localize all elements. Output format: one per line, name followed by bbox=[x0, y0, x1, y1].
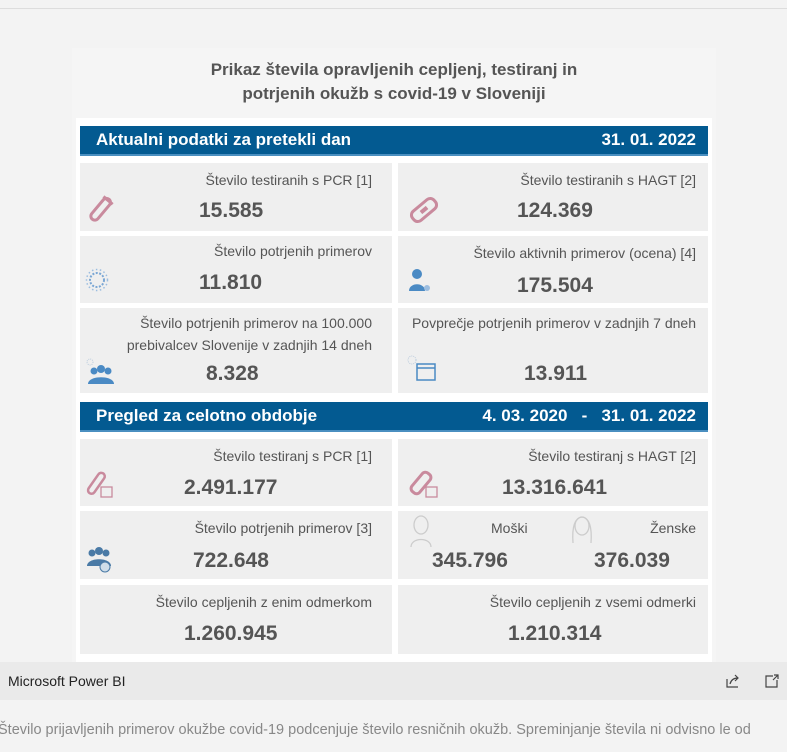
female-value: 376.039 bbox=[594, 549, 670, 572]
top-divider bbox=[0, 8, 787, 9]
male-label: Moški bbox=[491, 520, 528, 536]
male-value: 345.796 bbox=[432, 549, 508, 572]
male-icon bbox=[410, 515, 432, 547]
card-label: Število testiranj s HAGT [2] bbox=[528, 448, 696, 464]
card-pcr-daily: Število testiranih s PCR [1] 15.585 bbox=[80, 163, 392, 231]
calendar-icon bbox=[407, 355, 436, 381]
powerbi-footer-bar: Microsoft Power BI bbox=[0, 662, 787, 700]
card-value: 175.504 bbox=[517, 274, 593, 297]
share-icon[interactable] bbox=[725, 673, 741, 689]
card-value: 13.316.641 bbox=[502, 476, 608, 499]
card-vacc-one-dose: Število cepljenih z enim odmerkom 1.260.… bbox=[80, 585, 392, 654]
card-value: 124.369 bbox=[517, 199, 593, 222]
date-separator: - bbox=[581, 406, 588, 425]
date-to: 31. 01. 2022 bbox=[601, 406, 696, 425]
total-header-dates: 4. 03. 2020 - 31. 01. 2022 bbox=[482, 406, 696, 426]
card-value: 11.810 bbox=[199, 271, 263, 294]
note-text: Število prijavljenih primerov okužbe cov… bbox=[0, 722, 751, 738]
card-pcr-total: Število testiranj s PCR [1] 2.491.177 bbox=[80, 439, 392, 506]
card-label: Število cepljenih z enim odmerkom bbox=[155, 594, 372, 610]
card-label: Število testiranj s PCR [1] bbox=[213, 448, 372, 464]
total-header-title: Pregled za celotno obdobje bbox=[96, 406, 318, 425]
card-label: Število aktivnih primerov (ocena) [4] bbox=[473, 245, 696, 261]
card-label: Število potrjenih primerov bbox=[214, 243, 372, 259]
card-label: Povprečje potrjenih primerov v zadnjih 7… bbox=[411, 315, 696, 331]
daily-header-date: 31. 01. 2022 bbox=[601, 130, 696, 149]
card-value: 2.491.177 bbox=[184, 476, 278, 499]
card-active-daily: Število aktivnih primerov (ocena) [4] 17… bbox=[398, 236, 708, 303]
report-title: Prikaz števila opravljenih cepljenj, tes… bbox=[72, 58, 716, 106]
card-value: 13.911 bbox=[524, 362, 588, 385]
card-7day-daily: Povprečje potrjenih primerov v zadnjih 7… bbox=[398, 308, 708, 393]
card-label: Število testiranih s HAGT [2] bbox=[520, 172, 696, 188]
card-vacc-all-doses: Število cepljenih z vsemi odmerki 1.210.… bbox=[398, 585, 708, 654]
rapid-test-icon bbox=[409, 196, 439, 224]
daily-header-title: Aktualni podatki za pretekli dan bbox=[96, 130, 352, 149]
group-icon bbox=[86, 358, 114, 384]
card-label: Število testiranih s PCR [1] bbox=[205, 172, 372, 188]
card-label: Število cepljenih z vsemi odmerki bbox=[489, 594, 696, 610]
group-plus-icon bbox=[87, 547, 111, 573]
test-tube-icon bbox=[89, 195, 114, 222]
daily-header: Aktualni podatki za pretekli dan 31. 01.… bbox=[80, 126, 708, 156]
card-value: 722.648 bbox=[193, 549, 269, 572]
title-line-2: potrjenih okužb s covid-19 v Sloveniji bbox=[242, 84, 546, 103]
female-label: Ženske bbox=[650, 520, 696, 536]
person-icon bbox=[409, 269, 430, 291]
card-hagt-daily: Število testiranih s HAGT [2] 124.369 bbox=[398, 163, 708, 231]
card-confirmed-daily: Število potrjenih primerov 11.810 bbox=[80, 236, 392, 303]
test-tube-calendar-icon bbox=[86, 471, 113, 498]
card-value: 1.210.314 bbox=[508, 622, 602, 645]
card-14day-daily: Število potrjenih primerov na 100.000 pr… bbox=[80, 308, 392, 393]
card-label: Število potrjenih primerov [3] bbox=[194, 520, 372, 536]
card-value: 1.260.945 bbox=[184, 622, 278, 645]
total-header: Pregled za celotno obdobje 4. 03. 2020 -… bbox=[80, 402, 708, 432]
virus-icon bbox=[85, 268, 109, 292]
title-line-1: Prikaz števila opravljenih cepljenj, tes… bbox=[210, 60, 578, 79]
date-from: 4. 03. 2020 bbox=[482, 406, 568, 425]
powerbi-brand[interactable]: Microsoft Power BI bbox=[8, 673, 126, 689]
card-value: 8.328 bbox=[206, 362, 259, 385]
rapid-test-calendar-icon bbox=[409, 470, 438, 498]
card-value: 15.585 bbox=[199, 199, 264, 222]
card-gender-total: Moški 345.796 Ženske 376.039 bbox=[398, 511, 708, 579]
card-hagt-total: Število testiranj s HAGT [2] 13.316.641 bbox=[398, 439, 708, 506]
card-confirmed-total: Število potrjenih primerov [3] 722.648 bbox=[80, 511, 392, 579]
female-icon bbox=[572, 516, 592, 544]
popout-icon[interactable] bbox=[764, 673, 780, 689]
card-label: Število potrjenih primerov na 100.000 pr… bbox=[126, 315, 372, 353]
